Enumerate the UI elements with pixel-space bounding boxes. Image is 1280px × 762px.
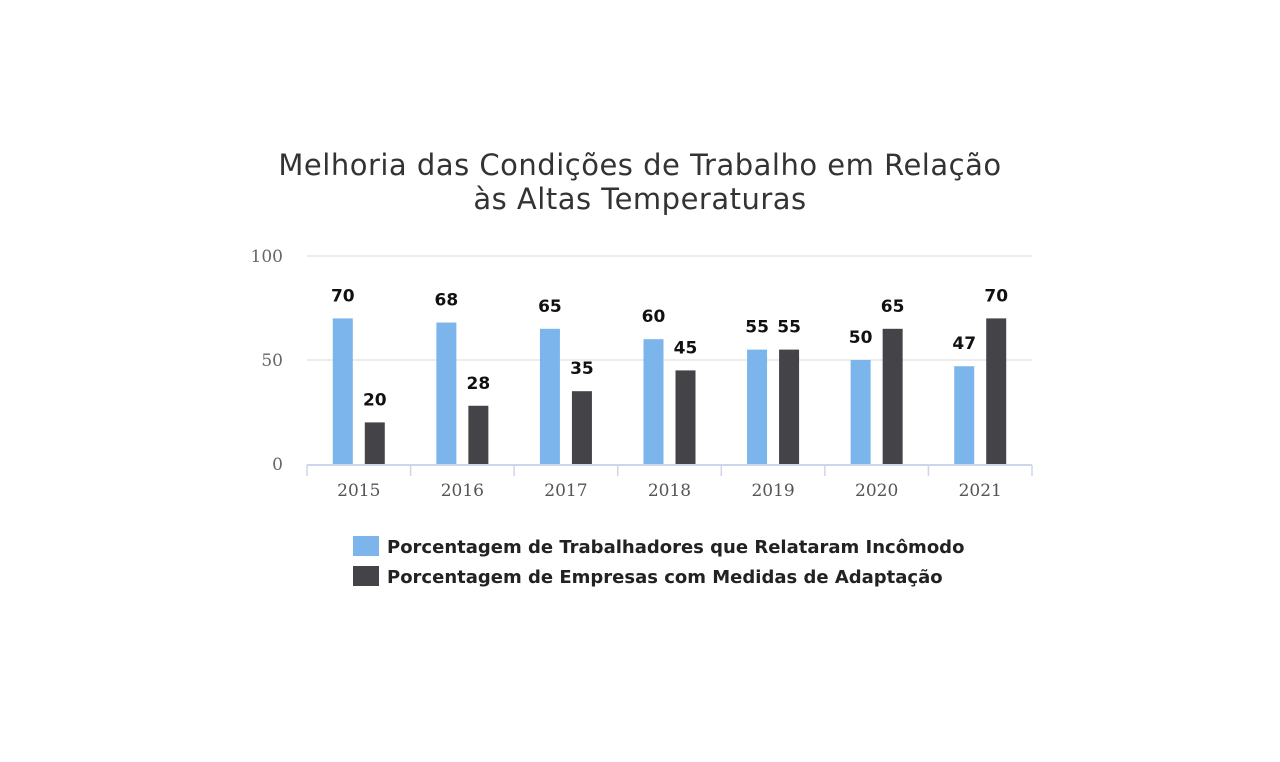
bar-series-2[interactable] bbox=[986, 318, 1007, 464]
data-label: 50 bbox=[849, 328, 873, 348]
legend-item-2[interactable]: Porcentagem de Empresas com Medidas de A… bbox=[353, 566, 943, 588]
data-label: 68 bbox=[435, 291, 459, 311]
gridlines bbox=[307, 255, 1032, 361]
bar-series-1[interactable] bbox=[332, 318, 353, 464]
data-label: 65 bbox=[538, 297, 562, 317]
data-label: 47 bbox=[952, 334, 976, 354]
chart-title: Melhoria das Condições de Trabalho em Re… bbox=[278, 148, 1001, 216]
chart-title-line-1: Melhoria das Condições de Trabalho em Re… bbox=[278, 148, 1001, 182]
bar-series-1[interactable] bbox=[643, 339, 664, 464]
legend[interactable]: Porcentagem de Trabalhadores que Relatar… bbox=[353, 536, 964, 588]
bar-series-2[interactable] bbox=[675, 370, 696, 464]
y-tick-label: 100 bbox=[251, 247, 283, 267]
data-label: 70 bbox=[984, 286, 1008, 306]
x-tick-label: 2015 bbox=[337, 481, 380, 501]
x-tick-label: 2019 bbox=[751, 481, 794, 501]
bar-series-1[interactable] bbox=[954, 366, 975, 464]
data-label: 70 bbox=[331, 286, 355, 306]
bars bbox=[332, 318, 1007, 464]
data-labels: 70 68 65 60 55 50 47 20 28 35 45 55 65 70 bbox=[331, 286, 1008, 410]
x-axis-ticks: 2015 2016 2017 2018 2019 2020 2021 bbox=[337, 481, 1002, 501]
x-tick-label: 2021 bbox=[959, 481, 1002, 501]
data-label: 28 bbox=[467, 374, 491, 394]
x-tick-label: 2017 bbox=[544, 481, 587, 501]
y-tick-label: 0 bbox=[272, 455, 283, 475]
x-tick-label: 2020 bbox=[855, 481, 898, 501]
y-tick-label: 50 bbox=[261, 351, 283, 371]
bar-series-2[interactable] bbox=[364, 422, 385, 464]
data-label: 20 bbox=[363, 390, 387, 410]
bar-series-1[interactable] bbox=[539, 328, 560, 464]
data-label: 35 bbox=[570, 359, 594, 379]
x-axis bbox=[306, 464, 1033, 476]
legend-swatch bbox=[353, 566, 379, 586]
data-label: 55 bbox=[777, 318, 801, 338]
chart-title-line-2: às Altas Temperaturas bbox=[473, 182, 806, 216]
legend-swatch bbox=[353, 536, 379, 556]
data-label: 60 bbox=[642, 307, 666, 327]
x-tick-label: 2016 bbox=[441, 481, 484, 501]
legend-label: Porcentagem de Trabalhadores que Relatar… bbox=[387, 537, 964, 558]
bar-series-1[interactable] bbox=[850, 360, 871, 464]
y-axis-ticks: 0 50 100 bbox=[251, 247, 283, 475]
bar-series-2[interactable] bbox=[571, 391, 592, 464]
bar-series-2[interactable] bbox=[779, 349, 800, 464]
bar-series-2[interactable] bbox=[468, 405, 489, 464]
bar-series-2[interactable] bbox=[882, 328, 903, 464]
legend-label: Porcentagem de Empresas com Medidas de A… bbox=[387, 567, 943, 588]
bar-series-1[interactable] bbox=[436, 322, 457, 464]
data-label: 55 bbox=[745, 318, 769, 338]
x-tick-label: 2018 bbox=[648, 481, 691, 501]
bar-series-1[interactable] bbox=[747, 349, 768, 464]
legend-item-1[interactable]: Porcentagem de Trabalhadores que Relatar… bbox=[353, 536, 964, 558]
data-label: 45 bbox=[674, 338, 698, 358]
data-label: 65 bbox=[881, 297, 905, 317]
